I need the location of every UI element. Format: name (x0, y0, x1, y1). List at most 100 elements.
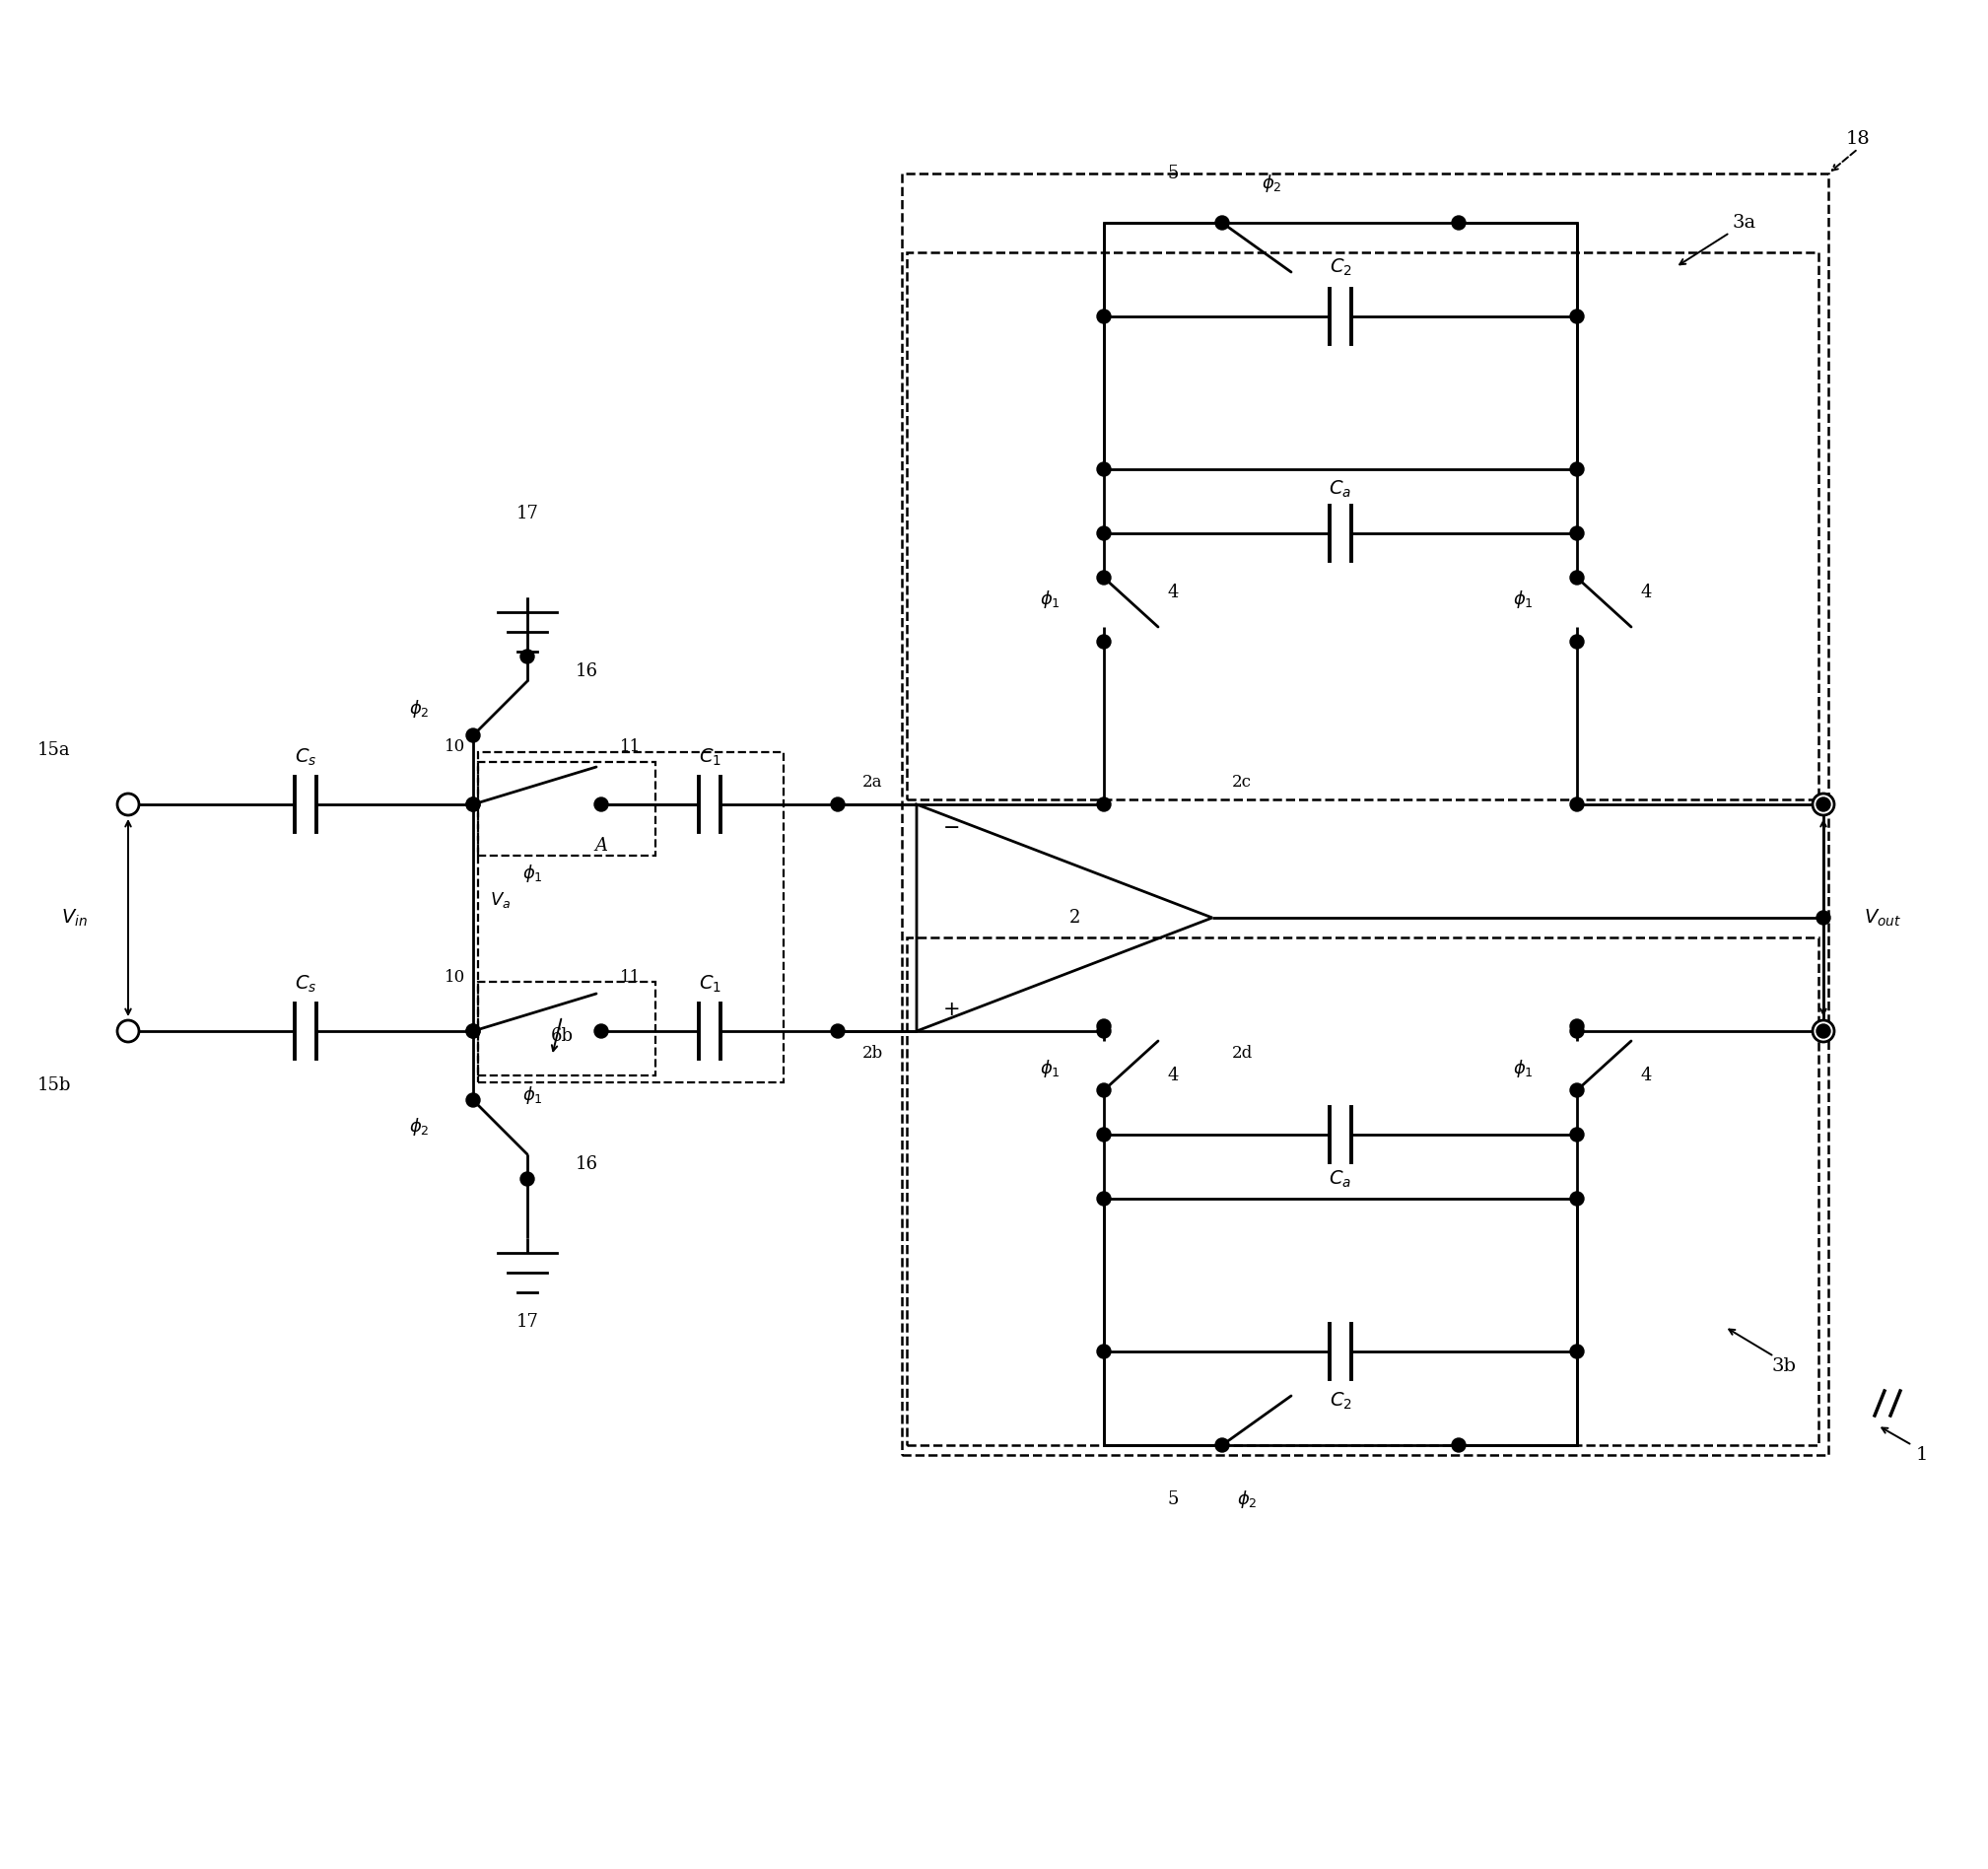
Circle shape (1813, 1020, 1835, 1041)
Circle shape (1571, 570, 1584, 585)
Circle shape (467, 1024, 479, 1037)
Circle shape (1571, 1344, 1584, 1359)
Text: 15a: 15a (38, 742, 72, 759)
Circle shape (1097, 462, 1111, 477)
Text: $C_s$: $C_s$ (294, 746, 316, 768)
Text: 17: 17 (517, 505, 539, 523)
Circle shape (1571, 310, 1584, 323)
Circle shape (1097, 1127, 1111, 1142)
Text: 15b: 15b (38, 1077, 72, 1093)
Bar (477, 981, 656, 1075)
Circle shape (467, 729, 479, 742)
Text: 2a: 2a (863, 774, 883, 791)
Circle shape (1097, 527, 1111, 540)
Text: $C_1$: $C_1$ (698, 746, 722, 768)
Circle shape (1097, 1084, 1111, 1097)
Text: A: A (594, 837, 608, 854)
Text: 17: 17 (517, 1314, 539, 1331)
Text: $C_2$: $C_2$ (1330, 1391, 1352, 1411)
Text: $C_2$: $C_2$ (1330, 256, 1352, 278)
Circle shape (831, 1024, 845, 1037)
Circle shape (467, 1024, 479, 1037)
Text: $-$: $-$ (942, 817, 960, 835)
Text: 16: 16 (575, 1155, 598, 1174)
Text: $\phi_2$: $\phi_2$ (410, 1116, 429, 1138)
Text: $\phi_1$: $\phi_1$ (1040, 1058, 1060, 1080)
Text: 2b: 2b (863, 1045, 883, 1062)
Circle shape (467, 798, 479, 811)
Circle shape (831, 798, 845, 811)
Text: 2c: 2c (1233, 774, 1252, 791)
Circle shape (594, 1024, 608, 1037)
Text: 1: 1 (1916, 1447, 1928, 1463)
Text: 3b: 3b (1771, 1357, 1797, 1376)
Circle shape (1817, 798, 1831, 811)
Circle shape (1097, 310, 1111, 323)
Text: $C_1$: $C_1$ (698, 974, 722, 994)
Circle shape (1571, 1084, 1584, 1097)
Circle shape (1097, 570, 1111, 585)
Text: $C_a$: $C_a$ (1330, 478, 1352, 499)
Bar (477, 763, 656, 856)
Text: $V_a$: $V_a$ (491, 890, 511, 910)
Text: $V_{in}$: $V_{in}$ (62, 906, 87, 929)
Text: 4: 4 (1167, 1067, 1179, 1084)
Text: 10: 10 (445, 738, 465, 755)
Circle shape (467, 798, 479, 811)
Text: $\phi_1$: $\phi_1$ (523, 1084, 543, 1106)
Text: 11: 11 (620, 738, 642, 755)
Circle shape (117, 794, 139, 815)
Circle shape (1097, 1024, 1111, 1037)
Circle shape (1571, 527, 1584, 540)
Circle shape (521, 1172, 535, 1185)
Text: $+$: $+$ (942, 1000, 960, 1019)
Circle shape (117, 1020, 139, 1041)
Text: 6b: 6b (551, 1028, 573, 1045)
Text: 16: 16 (575, 662, 598, 680)
Text: $C_s$: $C_s$ (294, 974, 316, 994)
Text: $\phi_2$: $\phi_2$ (1260, 172, 1282, 194)
Circle shape (1571, 462, 1584, 477)
Circle shape (1571, 1019, 1584, 1034)
Bar (477, 751, 783, 1082)
Text: 5: 5 (1167, 1490, 1179, 1508)
Text: $\phi_2$: $\phi_2$ (1237, 1488, 1256, 1510)
Bar (907, 252, 1819, 800)
Text: 4: 4 (1640, 583, 1652, 602)
Circle shape (1451, 217, 1465, 230)
Text: $\phi_1$: $\phi_1$ (1513, 1058, 1533, 1080)
Text: 2d: 2d (1231, 1045, 1252, 1062)
Circle shape (1571, 1192, 1584, 1206)
Circle shape (1215, 1439, 1229, 1452)
Circle shape (1571, 635, 1584, 649)
Circle shape (1097, 635, 1111, 649)
Text: 11: 11 (620, 968, 642, 985)
Circle shape (1571, 1024, 1584, 1037)
Bar (907, 938, 1819, 1445)
Circle shape (467, 1093, 479, 1106)
Text: $\phi_1$: $\phi_1$ (1513, 589, 1533, 609)
Circle shape (1817, 910, 1831, 925)
Text: 10: 10 (445, 968, 465, 985)
Circle shape (1097, 1019, 1111, 1034)
Circle shape (594, 798, 608, 811)
Bar (903, 174, 1829, 1454)
Circle shape (1813, 794, 1835, 815)
Circle shape (1215, 217, 1229, 230)
Circle shape (1097, 798, 1111, 811)
Text: 5: 5 (1167, 164, 1179, 183)
Text: $V_{out}$: $V_{out}$ (1865, 906, 1901, 929)
Text: 18: 18 (1845, 131, 1871, 148)
Text: $\phi_2$: $\phi_2$ (410, 697, 429, 720)
Text: 4: 4 (1167, 583, 1179, 602)
Text: $\phi_1$: $\phi_1$ (1040, 589, 1060, 609)
Circle shape (1817, 1024, 1831, 1037)
Circle shape (1097, 1344, 1111, 1359)
Text: 3a: 3a (1734, 213, 1757, 232)
Bar (1103, 1198, 1576, 1445)
Bar (1103, 222, 1576, 469)
Text: 4: 4 (1640, 1067, 1652, 1084)
Circle shape (1451, 1439, 1465, 1452)
Circle shape (521, 650, 535, 663)
Text: $\phi_1$: $\phi_1$ (523, 862, 543, 884)
